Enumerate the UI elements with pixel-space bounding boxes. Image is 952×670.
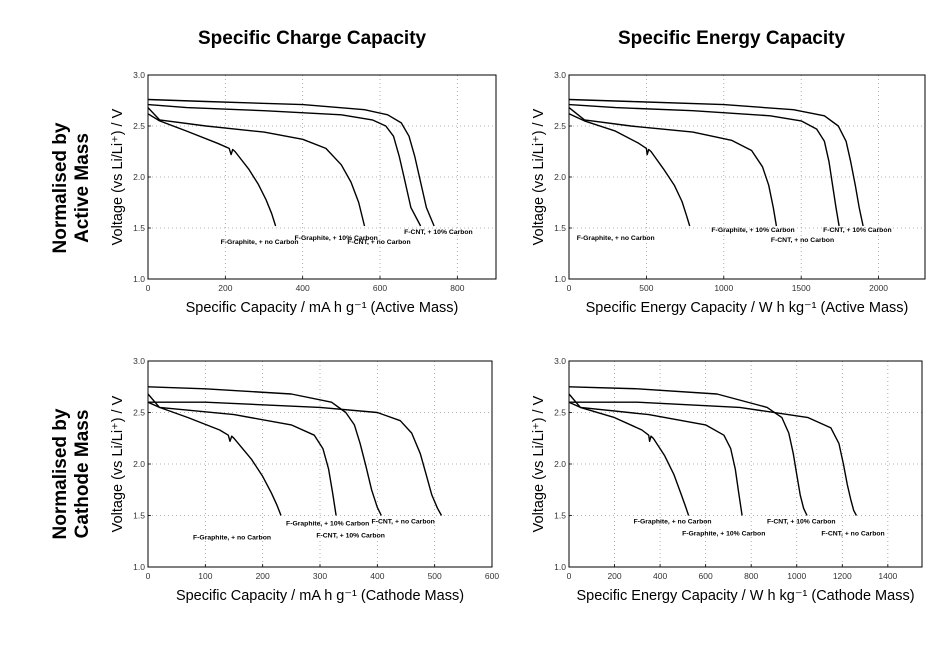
series-label-1: F-Graphite, + no Carbon: [577, 235, 655, 242]
x-tick-label: 1200: [833, 571, 852, 581]
series-label-4: F-CNT, + no Carbon: [372, 519, 435, 526]
x-tick-label: 400: [296, 283, 310, 293]
series-line-2: [147, 107, 366, 227]
x-tick-label: 0: [146, 571, 151, 581]
series-line-1: [147, 113, 277, 227]
x-tick-label: 1400: [878, 571, 897, 581]
series-label-2: F-Graphite, + 10% Carbon: [295, 235, 378, 242]
series-line-3: [568, 386, 808, 516]
series-line-3: [147, 103, 422, 227]
y-tick-label: 1.0: [133, 274, 145, 284]
y-tick-label: 3.0: [554, 70, 566, 80]
x-tick-label: 600: [485, 571, 499, 581]
y-tick-label: 2.0: [554, 459, 566, 469]
y-tick-label: 3.0: [554, 356, 566, 366]
series-label-1: F-Graphite, + no Carbon: [193, 535, 271, 542]
series-label-4: F-CNT, + 10% Carbon: [823, 227, 892, 234]
series-label-1: F-Graphite, + no Carbon: [634, 519, 712, 526]
y-tick-label: 2.5: [554, 408, 566, 418]
series-line-3: [147, 386, 382, 516]
y-tick-label: 3.0: [133, 70, 145, 80]
series-line-4: [148, 401, 443, 516]
x-tick-label: 0: [567, 571, 572, 581]
y-axis-label: Voltage (vs Li/Li⁺) / V: [531, 395, 547, 532]
x-tick-label: 800: [450, 283, 464, 293]
x-axis-label: Specific Capacity / mA h g⁻¹ (Cathode Ma…: [176, 588, 464, 604]
column-title-charge: Specific Charge Capacity: [198, 28, 427, 49]
series-label-4: F-CNT, + 10% Carbon: [404, 229, 473, 236]
series-line-4: [569, 401, 858, 516]
series-label-2: F-Graphite, + 10% Carbon: [711, 227, 794, 234]
series-label-3: F-CNT, + no Carbon: [347, 239, 410, 246]
y-tick-label: 2.0: [133, 459, 145, 469]
series-line-1: [568, 113, 691, 227]
y-axis-label: Voltage (vs Li/Li⁺) / V: [110, 395, 126, 532]
series-line-1: [568, 401, 690, 516]
x-tick-label: 1500: [792, 283, 811, 293]
chart-panel-4: 0 200 400 600 800 1000 1200 1400 1.0 1.5 2.0 2.5 3.0…: [531, 356, 923, 604]
series-line-1: [147, 401, 282, 516]
x-tick-label: 500: [639, 283, 653, 293]
y-tick-label: 2.5: [133, 408, 145, 418]
y-axis-label: Voltage (vs Li/Li⁺) / V: [531, 108, 547, 245]
x-axis-label: Specific Energy Capacity / W h kg⁻¹ (Cat…: [576, 588, 914, 604]
x-tick-label: 0: [146, 283, 151, 293]
y-axis-label: Voltage (vs Li/Li⁺) / V: [110, 108, 126, 245]
y-tick-label: 3.0: [133, 356, 145, 366]
series-line-4: [147, 98, 435, 227]
series-label-3: F-CNT, + 10% Carbon: [767, 519, 836, 526]
y-tick-label: 1.0: [554, 274, 566, 284]
y-tick-label: 2.5: [133, 121, 145, 131]
x-tick-label: 600: [373, 283, 387, 293]
chart-panel-2: 0 500 1000 1500 2000 1.0 1.5 2.0 2.5 3.0 Specific …: [531, 70, 926, 316]
series-label-3: F-CNT, + 10% Carbon: [316, 533, 385, 540]
y-tick-label: 1.0: [554, 562, 566, 572]
y-tick-label: 1.5: [554, 223, 566, 233]
column-title-energy: Specific Energy Capacity: [618, 28, 846, 49]
chart-panel-1: 0 200 400 600 800 1.0 1.5 2.0 2.5 3.0 Specific Cap…: [110, 70, 497, 316]
x-tick-label: 500: [428, 571, 442, 581]
series-label-4: F-CNT, + no Carbon: [821, 531, 884, 538]
y-tick-label: 1.5: [133, 511, 145, 521]
x-tick-label: 2000: [869, 283, 888, 293]
series-label-2: F-Graphite, + 10% Carbon: [286, 521, 369, 528]
series-line-3: [568, 103, 840, 227]
y-tick-label: 2.0: [554, 172, 566, 182]
series-line-4: [568, 98, 864, 227]
series-line-2: [147, 393, 337, 516]
y-tick-label: 1.5: [554, 511, 566, 521]
series-line-2: [568, 393, 743, 516]
x-tick-label: 0: [567, 283, 572, 293]
series-label-2: F-Graphite, + 10% Carbon: [682, 531, 765, 538]
x-tick-label: 200: [256, 571, 270, 581]
x-axis-label: Specific Energy Capacity / W h kg⁻¹ (Act…: [586, 300, 909, 316]
series-label-1: F-Graphite, + no Carbon: [221, 239, 299, 246]
y-tick-label: 1.0: [133, 562, 145, 572]
x-tick-label: 400: [370, 571, 384, 581]
x-tick-label: 1000: [787, 571, 806, 581]
x-axis-label: Specific Capacity / mA h g⁻¹ (Active Mas…: [186, 300, 459, 316]
chart-panel-3: 0 100 200 300 400 500 600 1.0 1.5 2.0 2.5 3.0 Specif…: [110, 356, 499, 604]
x-tick-label: 200: [607, 571, 621, 581]
x-tick-label: 100: [198, 571, 212, 581]
y-tick-label: 2.5: [554, 121, 566, 131]
x-tick-label: 800: [744, 571, 758, 581]
x-tick-label: 1000: [714, 283, 733, 293]
series-label-3: F-CNT, + no Carbon: [771, 237, 834, 244]
x-tick-label: 600: [699, 571, 713, 581]
series-line-2: [568, 107, 778, 227]
x-tick-label: 200: [218, 283, 232, 293]
x-tick-label: 300: [313, 571, 327, 581]
y-tick-label: 1.5: [133, 223, 145, 233]
x-tick-label: 400: [653, 571, 667, 581]
y-tick-label: 2.0: [133, 172, 145, 182]
